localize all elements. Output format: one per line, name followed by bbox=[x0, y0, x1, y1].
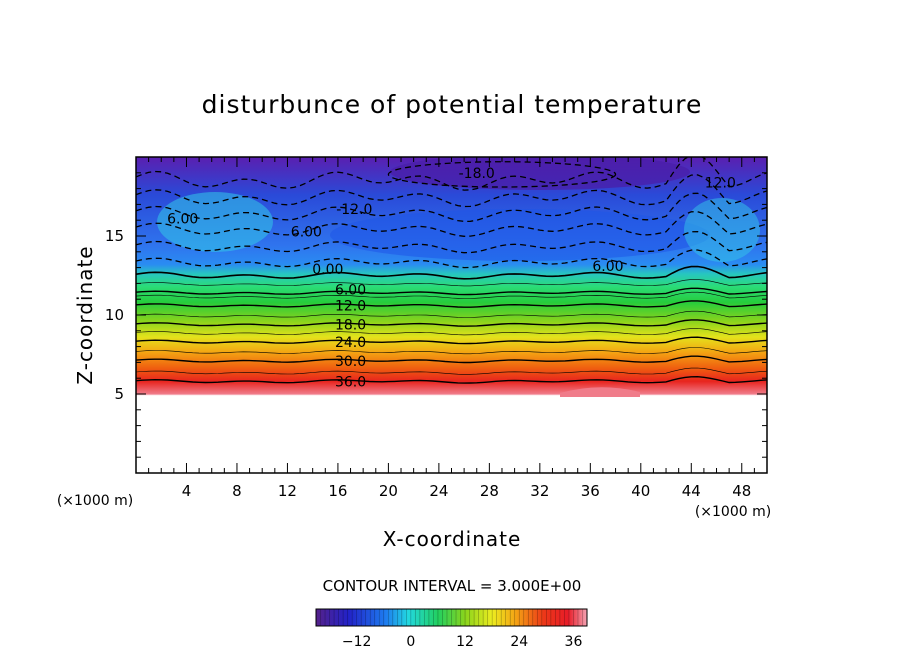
y-tick-label: 10 bbox=[105, 306, 124, 324]
contour-line-positive bbox=[136, 375, 767, 384]
contour-label: 12.0 bbox=[335, 299, 366, 315]
y-tick-label: 5 bbox=[114, 385, 124, 403]
x-tick-label: 48 bbox=[732, 482, 751, 500]
upper-minimum-blob bbox=[390, 157, 690, 190]
contour-line-negative bbox=[136, 230, 767, 254]
colorbar-tick-label: −12 bbox=[342, 634, 372, 650]
contour-line-positive bbox=[136, 279, 767, 287]
contour-line-positive bbox=[136, 287, 767, 296]
contour-label: 24.0 bbox=[335, 335, 366, 351]
plot-area: -18.0-12.012.06.006.006.000.006.0012.018… bbox=[135, 156, 768, 474]
contour-label: 18.0 bbox=[335, 317, 366, 333]
x-tick-label: 40 bbox=[631, 482, 650, 500]
x-axis-title: X-coordinate bbox=[383, 527, 522, 551]
x-left-unit-label: (×1000 m) bbox=[57, 493, 133, 509]
colorbar: −12 0 12 24 36 bbox=[315, 608, 588, 650]
x-tick-label: 16 bbox=[328, 482, 347, 500]
colorbar-segments bbox=[320, 609, 583, 626]
contour-label: 30.0 bbox=[335, 354, 366, 370]
contour-label: 12.0 bbox=[705, 175, 736, 191]
colorbar-tick-label: 24 bbox=[510, 634, 528, 650]
contour-line-positive bbox=[136, 310, 767, 318]
y-tick-label: 15 bbox=[105, 227, 124, 245]
left-cyan-blob bbox=[157, 192, 273, 252]
x-right-unit-label: (×1000 m) bbox=[695, 504, 771, 520]
x-axis-ticks: 4 8 12 16 20 24 28 32 36 40 44 48 bbox=[148, 157, 755, 500]
contour-label: 6.00 bbox=[592, 259, 623, 275]
contour-label: -18.0 bbox=[459, 166, 495, 182]
contour-line-negative bbox=[136, 174, 767, 208]
contour-line-negative bbox=[136, 211, 767, 237]
chart-title: disturbunce of potential temperature bbox=[202, 90, 703, 119]
contour-loop-minimum bbox=[387, 161, 617, 188]
contour-line-positive bbox=[136, 319, 767, 327]
contour-line-positive bbox=[136, 328, 767, 336]
colorbar-ticks: −12 0 12 24 36 bbox=[342, 634, 583, 650]
x-tick-label: 8 bbox=[232, 482, 242, 500]
contour-label: 6.00 bbox=[167, 212, 198, 228]
contour-line-positive bbox=[136, 300, 767, 308]
y-axis-title: Z-coordinate bbox=[73, 245, 97, 384]
contour-line-zero bbox=[136, 265, 767, 280]
right-cyan-blob bbox=[684, 198, 760, 262]
x-tick-label: 44 bbox=[682, 482, 701, 500]
contour-line-positive bbox=[136, 336, 767, 345]
contour-label: 0.00 bbox=[312, 262, 343, 278]
x-tick-label: 20 bbox=[379, 482, 398, 500]
colorbar-tick-label: 12 bbox=[456, 634, 474, 650]
contour-line-positive bbox=[136, 355, 767, 364]
colorbar-tick-label: 0 bbox=[406, 634, 415, 650]
contour-label: 6.00 bbox=[335, 283, 366, 299]
colorbar-frame bbox=[315, 608, 588, 627]
colorbar-tick-label: 36 bbox=[565, 634, 583, 650]
x-tick-label: 12 bbox=[278, 482, 297, 500]
contour-line-negative bbox=[136, 249, 767, 269]
x-tick-label: 32 bbox=[530, 482, 549, 500]
surface-bump bbox=[560, 387, 640, 397]
contour-labels: -18.0-12.012.06.006.006.000.006.0012.018… bbox=[167, 166, 736, 391]
contour-line-positive bbox=[136, 347, 767, 355]
mid-blue-blob bbox=[330, 209, 710, 261]
x-tick-label: 24 bbox=[429, 482, 448, 500]
contour-label: 6.00 bbox=[291, 224, 322, 240]
colorbar-fill bbox=[316, 609, 587, 626]
x-tick-label: 36 bbox=[581, 482, 600, 500]
contour-lines bbox=[136, 157, 767, 384]
x-tick-label: 28 bbox=[480, 482, 499, 500]
y-axis-ticks: 5 10 15 bbox=[105, 172, 767, 458]
contour-line-positive bbox=[136, 367, 767, 375]
contour-interval-label: CONTOUR INTERVAL = 3.000E+00 bbox=[323, 577, 582, 595]
x-tick-label: 4 bbox=[182, 482, 192, 500]
contour-label: -12.0 bbox=[336, 202, 372, 218]
contour-line-positive bbox=[136, 291, 767, 299]
contour-line-negative bbox=[136, 192, 767, 223]
contour-label: 36.0 bbox=[335, 374, 366, 390]
